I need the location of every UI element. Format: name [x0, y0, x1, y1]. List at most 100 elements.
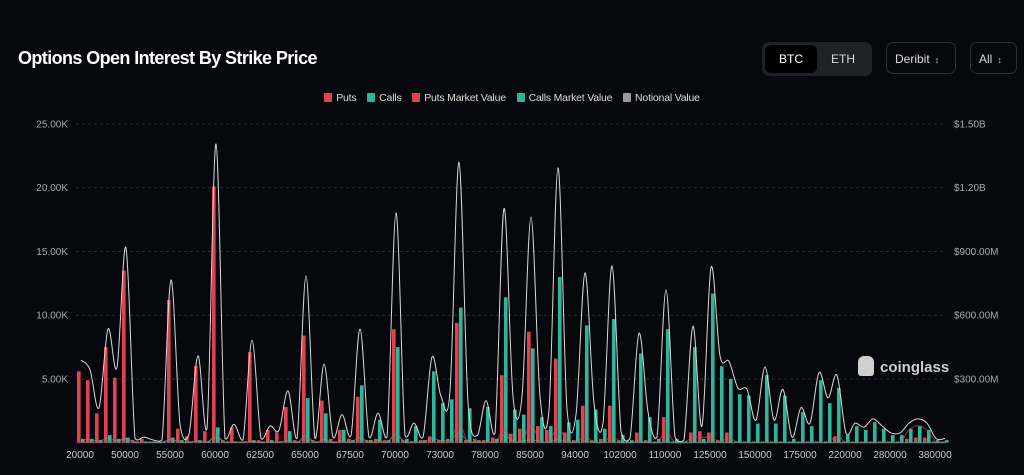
- calls-bar: [900, 435, 904, 443]
- calls-bar: [99, 440, 103, 443]
- puts-bar: [140, 438, 144, 443]
- calls-bar: [369, 440, 373, 443]
- puts-bar: [266, 429, 270, 443]
- puts-bar: [176, 428, 180, 443]
- legend-label: Puts Market Value: [424, 92, 506, 104]
- puts-bar: [626, 441, 630, 443]
- up-down-chevron-icon: ↕: [934, 55, 940, 65]
- calls-bar: [360, 385, 364, 443]
- calls-bar: [729, 378, 733, 443]
- calls-bar: [621, 435, 625, 443]
- calls-bar: [396, 347, 400, 443]
- puts-bar: [932, 441, 936, 443]
- puts-bar: [500, 375, 504, 443]
- calls-bar: [540, 417, 544, 443]
- legend-label: Calls Market Value: [528, 92, 613, 104]
- puts-bar: [581, 405, 585, 443]
- puts-bar: [329, 438, 333, 443]
- coin-option-eth[interactable]: ETH: [831, 52, 855, 66]
- legend-calls[interactable]: Calls: [367, 92, 402, 104]
- legend-notional-value[interactable]: Notional Value: [623, 92, 700, 104]
- calls-bar: [288, 431, 292, 443]
- watermark-text: coinglass: [880, 359, 950, 376]
- chart-legend: Puts Calls Puts Market Value Calls Marke…: [0, 92, 1024, 104]
- puts-bar: [527, 331, 531, 443]
- puts-bar: [338, 429, 342, 443]
- puts-bar: [464, 440, 468, 443]
- left-axis-tick-label: 5.00K: [42, 374, 68, 385]
- calls-bar: [648, 417, 652, 443]
- x-axis-tick-label: 65000: [291, 450, 319, 461]
- x-axis-tick-label: 70000: [381, 450, 409, 461]
- puts-bar: [518, 428, 522, 443]
- calls-bar: [324, 413, 328, 443]
- puts-bar: [284, 407, 288, 443]
- legend-puts[interactable]: Puts: [324, 92, 357, 104]
- calls-bar: [765, 375, 769, 443]
- calls-bar: [585, 325, 589, 443]
- notional-value-line: [80, 143, 946, 443]
- x-axis-tick-label: 94000: [561, 450, 589, 461]
- calls-bar: [927, 429, 931, 443]
- calls-bar: [873, 422, 877, 443]
- calls-bar: [576, 419, 580, 443]
- puts-bar: [212, 186, 216, 443]
- calls-bar: [882, 428, 886, 443]
- puts-bar: [320, 400, 324, 443]
- calls-bar: [450, 399, 454, 443]
- calls-market-value-line: [80, 432, 945, 444]
- calls-bar: [486, 407, 490, 443]
- puts-bar: [662, 417, 666, 443]
- puts-bar: [491, 437, 495, 443]
- exchange-select[interactable]: Deribit ↕: [886, 42, 956, 74]
- legend-calls-market-value[interactable]: Calls Market Value: [516, 92, 613, 104]
- puts-bar: [104, 347, 108, 443]
- calls-bar: [756, 423, 760, 443]
- calls-bar: [81, 438, 85, 443]
- puts-bar: [95, 413, 99, 443]
- x-axis-tick-label: 102000: [603, 450, 637, 461]
- expiry-select[interactable]: All ↕: [970, 42, 1017, 74]
- legend-puts-market-value[interactable]: Puts Market Value: [412, 92, 506, 104]
- puts-bar: [122, 270, 126, 443]
- puts-bar: [293, 440, 297, 443]
- calls-bar: [612, 319, 616, 443]
- right-axis-tick-label: $600.00M: [954, 311, 998, 322]
- calls-bar: [945, 440, 949, 443]
- calls-bar: [936, 440, 940, 443]
- puts-bar: [608, 405, 612, 443]
- puts-bar: [347, 438, 351, 443]
- calls-bar: [306, 398, 310, 443]
- coinglass-logo-icon: [858, 356, 874, 376]
- calls-bar: [711, 293, 715, 443]
- puts-bar: [905, 438, 909, 443]
- calls-bar: [720, 366, 724, 443]
- coinglass-watermark: coinglass: [858, 356, 949, 376]
- legend-swatch: [623, 93, 632, 102]
- calls-bar: [90, 438, 94, 443]
- x-axis-tick-label: 62500: [246, 450, 274, 461]
- puts-bar: [689, 432, 693, 443]
- calls-bar: [558, 276, 562, 443]
- calls-bar: [216, 427, 220, 443]
- calls-bar: [180, 440, 184, 443]
- puts-bar: [194, 366, 198, 443]
- x-axis-tick-label: 175000: [783, 450, 817, 461]
- puts-bar: [419, 440, 423, 443]
- calls-bar: [567, 422, 571, 443]
- legend-swatch: [412, 93, 421, 102]
- puts-bar: [536, 426, 540, 443]
- puts-bar: [383, 440, 387, 443]
- coin-option-btc[interactable]: BTC: [765, 45, 817, 73]
- calls-bar: [792, 438, 796, 443]
- right-axis-tick-label: $1.50B: [954, 120, 986, 131]
- puts-bar: [257, 440, 261, 443]
- x-axis-tick-label: 55000: [156, 450, 184, 461]
- calls-bar: [468, 408, 472, 443]
- x-axis-tick-label: 110000: [649, 450, 682, 461]
- calls-bar: [441, 403, 445, 443]
- puts-bar: [86, 380, 90, 443]
- x-axis-tick-label: 60000: [201, 450, 229, 461]
- expiry-value: All: [979, 52, 993, 66]
- puts-bar: [203, 431, 207, 443]
